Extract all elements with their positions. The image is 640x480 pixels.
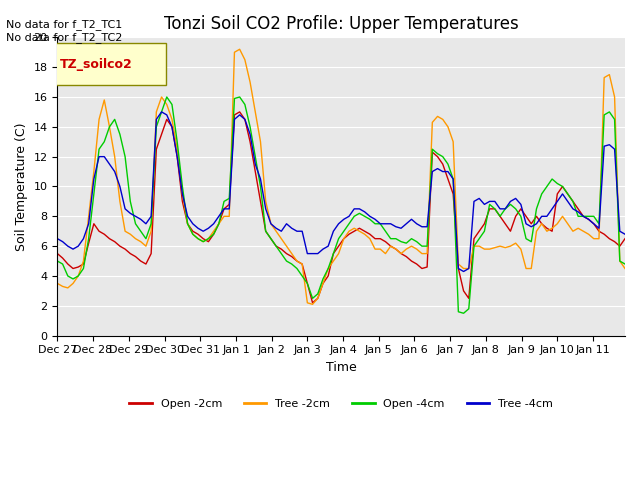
- Tree -4cm: [319, 246, 327, 252]
- Line: Open -4cm: Open -4cm: [58, 97, 625, 313]
- Open -4cm: [460, 311, 467, 316]
- Tree -4cm: [225, 206, 233, 212]
- Open -4cm: [616, 258, 623, 264]
- Tree -4cm: [54, 236, 61, 241]
- Open -4cm: [163, 94, 171, 100]
- Open -4cm: [621, 261, 629, 267]
- Open -4cm: [319, 276, 327, 282]
- Tree -4cm: [157, 109, 165, 115]
- Tree -2cm: [220, 214, 228, 219]
- Tree -2cm: [54, 280, 61, 286]
- Open -2cm: [236, 109, 243, 115]
- Legend: Open -2cm, Tree -2cm, Open -4cm, Tree -4cm: Open -2cm, Tree -2cm, Open -4cm, Tree -4…: [125, 395, 557, 414]
- Open -2cm: [616, 243, 623, 249]
- Tree -4cm: [465, 265, 472, 271]
- Open -4cm: [335, 236, 342, 241]
- Y-axis label: Soil Temperature (C): Soil Temperature (C): [15, 122, 28, 251]
- X-axis label: Time: Time: [326, 361, 356, 374]
- Tree -2cm: [340, 236, 348, 241]
- Tree -2cm: [621, 265, 629, 271]
- Line: Open -2cm: Open -2cm: [58, 112, 625, 303]
- Tree -2cm: [595, 236, 603, 241]
- Open -2cm: [621, 236, 629, 241]
- Line: Tree -2cm: Tree -2cm: [58, 49, 625, 304]
- Title: Tonzi Soil CO2 Profile: Upper Temperatures: Tonzi Soil CO2 Profile: Upper Temperatur…: [164, 15, 518, 33]
- Tree -2cm: [324, 265, 332, 271]
- Tree -4cm: [335, 221, 342, 227]
- Tree -4cm: [621, 231, 629, 237]
- FancyBboxPatch shape: [52, 43, 166, 85]
- Tree -4cm: [595, 226, 603, 231]
- Open -2cm: [324, 273, 332, 279]
- Open -2cm: [308, 300, 316, 306]
- Tree -2cm: [616, 258, 623, 264]
- Tree -4cm: [460, 269, 467, 275]
- Open -4cm: [225, 195, 233, 201]
- Open -2cm: [340, 236, 348, 241]
- Open -2cm: [220, 206, 228, 212]
- Open -2cm: [465, 296, 472, 301]
- Text: TZ_soilco2: TZ_soilco2: [60, 58, 133, 71]
- Tree -2cm: [236, 47, 243, 52]
- Tree -4cm: [616, 228, 623, 234]
- Open -4cm: [54, 258, 61, 264]
- Open -2cm: [595, 228, 603, 234]
- Open -4cm: [595, 221, 603, 227]
- Open -4cm: [465, 306, 472, 312]
- Open -2cm: [54, 251, 61, 256]
- Tree -2cm: [308, 301, 316, 307]
- Tree -2cm: [465, 265, 472, 271]
- Text: No data for f_T2_TC1
No data for f_T2_TC2: No data for f_T2_TC1 No data for f_T2_TC…: [6, 19, 123, 43]
- Line: Tree -4cm: Tree -4cm: [58, 112, 625, 272]
